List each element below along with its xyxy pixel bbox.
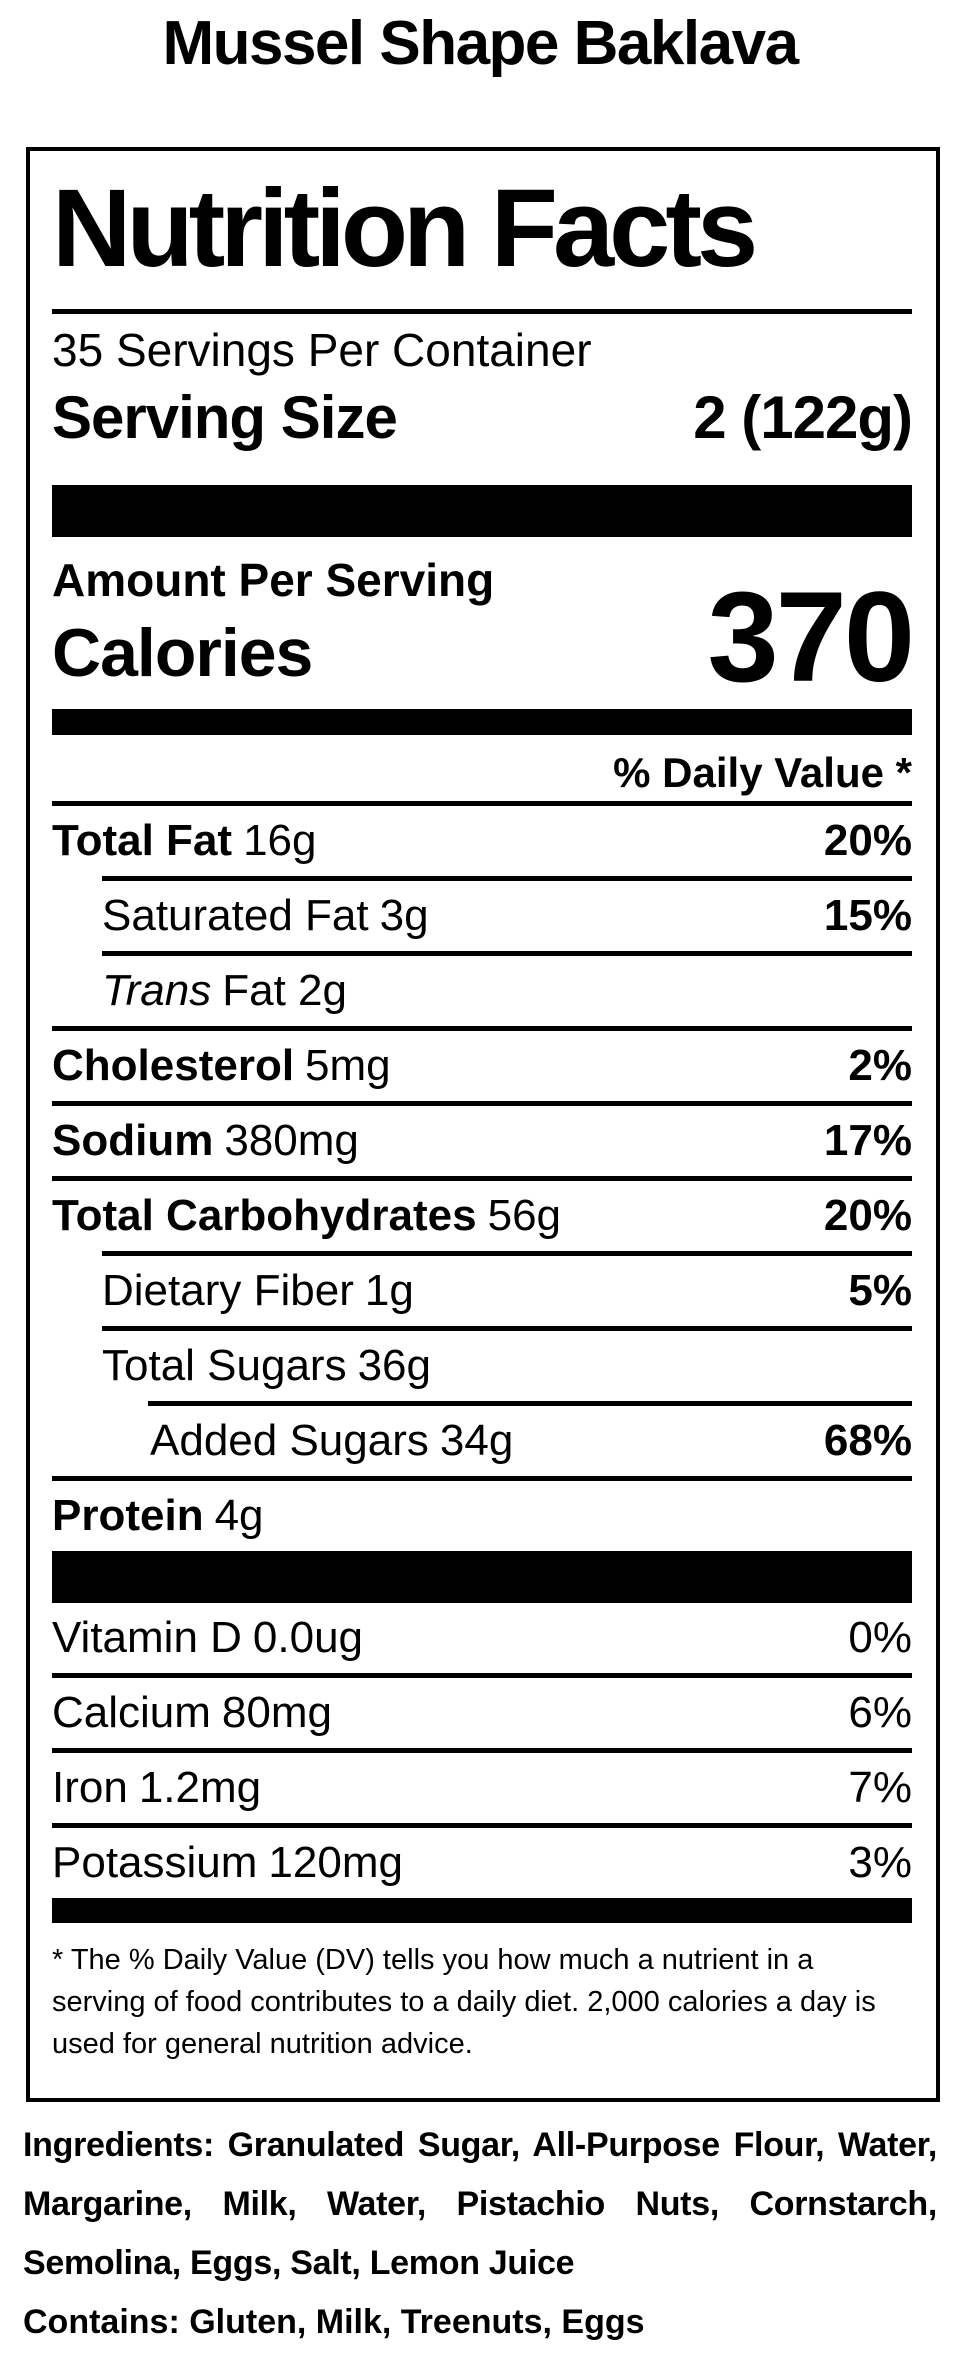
calories-label: Calories bbox=[52, 615, 313, 692]
nutrient-name: Trans bbox=[102, 965, 212, 1015]
nutrient-name: Dietary Fiber bbox=[102, 1265, 354, 1315]
nutrient-row-iron: Iron 1.2mg 7% bbox=[52, 1753, 912, 1823]
nutrient-row-total-fat: Total Fat 16g 20% bbox=[52, 806, 912, 876]
nutrient-row-potassium: Potassium 120mg 3% bbox=[52, 1828, 912, 1898]
nutrient-name: Iron bbox=[52, 1762, 128, 1812]
divider bbox=[148, 1400, 912, 1406]
contains-text: Contains: Gluten, Milk, Treenuts, Eggs bbox=[23, 2303, 645, 2341]
serving-size-label: Serving Size bbox=[52, 384, 398, 451]
divider bbox=[52, 1475, 912, 1481]
nutrient-rows: Total Fat 16g 20% Saturated Fat 3g 15% Tra… bbox=[52, 800, 912, 1551]
nutrient-amount: 120mg bbox=[268, 1837, 403, 1887]
nutrient-row-dietary-fiber: Dietary Fiber 1g 5% bbox=[52, 1256, 912, 1326]
nutrient-name: Potassium bbox=[52, 1837, 258, 1887]
thick-separator-bar bbox=[52, 1550, 912, 1603]
divider bbox=[52, 1175, 912, 1181]
nutrient-row-saturated-fat: Saturated Fat 3g 15% bbox=[52, 881, 912, 951]
nutrient-name: Cholesterol bbox=[52, 1040, 295, 1090]
product-title: Mussel Shape Baklava bbox=[162, 9, 799, 78]
daily-value-percent: 20% bbox=[823, 1190, 912, 1240]
divider bbox=[102, 875, 912, 881]
daily-value-footnote: * The % Daily Value (DV) tells you how m… bbox=[52, 1943, 876, 2060]
nutrient-amount: 36g bbox=[357, 1340, 431, 1390]
nutrient-amount: 80mg bbox=[221, 1687, 332, 1737]
daily-value-percent: 6% bbox=[848, 1687, 912, 1737]
nutrient-name: Sodium bbox=[52, 1115, 214, 1165]
calories-section: Amount Per Serving Calories 370 bbox=[52, 553, 915, 710]
amount-per-serving-label: Amount Per Serving bbox=[52, 554, 495, 606]
nutrient-row-added-sugars: Added Sugars 34g 68% bbox=[52, 1406, 912, 1476]
nutrient-name: Protein bbox=[52, 1490, 204, 1540]
nutrient-amount: 16g bbox=[243, 815, 317, 865]
nutrient-amount: 5mg bbox=[305, 1040, 391, 1090]
nutrient-row-vitamin-d: Vitamin D 0.0ug 0% bbox=[52, 1603, 912, 1673]
nutrient-amount: 34g bbox=[439, 1415, 514, 1465]
nutrient-name: Vitamin D bbox=[52, 1612, 242, 1662]
nutrient-name: Total Sugars bbox=[102, 1340, 347, 1390]
nutrient-name: Saturated Fat bbox=[102, 890, 369, 940]
calories-value: 370 bbox=[707, 566, 915, 710]
nutrient-amount: 4g bbox=[214, 1490, 264, 1540]
thin-separator-bar bbox=[52, 1897, 912, 1923]
nutrient-amount: 56g bbox=[487, 1190, 562, 1240]
nutrient-row-calcium: Calcium 80mg 6% bbox=[52, 1678, 912, 1748]
nutrient-amount: Fat 2g bbox=[222, 965, 347, 1015]
daily-value-percent: 5% bbox=[848, 1265, 912, 1315]
serving-size-row: Serving Size 2 (122g) bbox=[52, 383, 913, 452]
nutrient-amount: 1.2mg bbox=[138, 1762, 262, 1812]
nutrient-amount: 3g bbox=[379, 890, 429, 940]
nutrient-row-cholesterol: Cholesterol 5mg 2% bbox=[52, 1031, 912, 1101]
daily-value-percent: 20% bbox=[823, 815, 912, 865]
serving-size-value: 2 (122g) bbox=[693, 384, 913, 451]
daily-value-percent: 0% bbox=[848, 1612, 912, 1662]
divider bbox=[102, 950, 912, 956]
divider bbox=[102, 1250, 912, 1256]
nutrient-name: Added Sugars bbox=[150, 1415, 429, 1465]
daily-value-percent: 2% bbox=[848, 1040, 912, 1090]
divider bbox=[52, 1100, 912, 1106]
nutrient-name: Calcium bbox=[52, 1687, 211, 1737]
nutrient-amount: 1g bbox=[364, 1265, 414, 1315]
divider bbox=[102, 1325, 912, 1331]
divider bbox=[52, 308, 912, 314]
divider bbox=[52, 1672, 912, 1678]
nutrient-row-total-sugars: Total Sugars 36g bbox=[52, 1331, 912, 1401]
thick-separator-bar bbox=[52, 485, 912, 537]
nutrient-row-sodium: Sodium 380mg 17% bbox=[52, 1106, 912, 1176]
daily-value-percent: 7% bbox=[848, 1762, 912, 1812]
daily-value-percent: 3% bbox=[848, 1837, 912, 1887]
nutrition-facts-panel: Nutrition Facts 35 Servings Per Containe… bbox=[26, 147, 940, 2102]
nutrient-amount: 0.0ug bbox=[252, 1612, 364, 1662]
divider bbox=[52, 1747, 912, 1753]
divider bbox=[52, 1822, 912, 1828]
micronutrient-rows: Vitamin D 0.0ug 0% Calcium 80mg 6% Iron 1.2… bbox=[52, 1603, 912, 1898]
nutrient-row-trans-fat: Trans Fat 2g bbox=[52, 956, 912, 1026]
nutrient-row-protein: Protein 4g bbox=[52, 1481, 912, 1551]
nutrient-row-total-carbohydrates: Total Carbohydrates 56g 20% bbox=[52, 1181, 912, 1251]
servings-per-container: 35 Servings Per Container bbox=[52, 323, 592, 376]
nutrient-amount: 380mg bbox=[224, 1115, 359, 1165]
nutrient-name: Total Fat bbox=[52, 815, 233, 865]
nutrition-facts-heading: Nutrition Facts bbox=[52, 167, 758, 290]
ingredients-text: Ingredients: Granulated Sugar, All-Purpo… bbox=[23, 2126, 937, 2282]
daily-value-percent: 15% bbox=[823, 890, 912, 940]
daily-value-percent: 68% bbox=[823, 1415, 912, 1465]
daily-value-header: % Daily Value * bbox=[613, 748, 912, 796]
divider bbox=[52, 800, 912, 806]
daily-value-percent: 17% bbox=[823, 1115, 912, 1165]
nutrient-name: Total Carbohydrates bbox=[52, 1190, 477, 1240]
thin-separator-bar bbox=[52, 708, 912, 735]
divider bbox=[52, 1025, 912, 1031]
